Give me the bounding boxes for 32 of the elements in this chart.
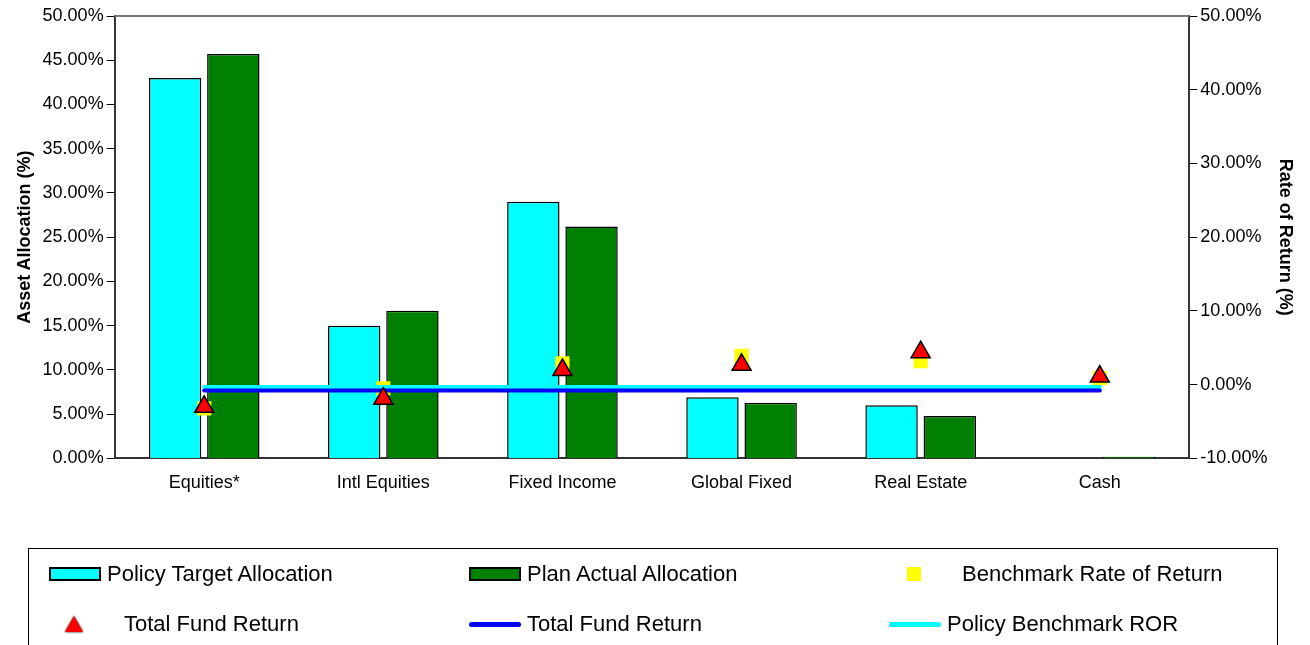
legend-label: Policy Target Allocation <box>107 561 333 587</box>
x-tick-label: Equities* <box>168 472 240 493</box>
y2-axis-title: Rate of Return (%) <box>1276 158 1297 316</box>
x-tick-label: Global Fixed <box>691 472 793 493</box>
y-tick-label: 5.00% <box>52 403 104 424</box>
x-tick-label: Real Estate <box>874 472 968 493</box>
legend-label: Policy Benchmark ROR <box>947 611 1179 637</box>
y2-tick-label: 40.00% <box>1200 78 1262 99</box>
y-tick-label: 15.00% <box>42 314 104 335</box>
x-tick-label: Fixed Income <box>508 472 617 493</box>
legend-label: Plan Actual Allocation <box>527 561 738 587</box>
y-axis-title: Asset Allocation (%) <box>13 150 34 324</box>
y2-tick-label: 0.00% <box>1200 373 1252 394</box>
legend-label: Benchmark Rate of Return <box>962 561 1223 587</box>
y-tick-label: 10.00% <box>42 358 104 379</box>
y2-tick-label: -10.00% <box>1200 447 1268 468</box>
legend-label: Total Fund Return <box>527 611 702 637</box>
y-tick-label: 0.00% <box>52 447 104 468</box>
y-tick-label: 30.00% <box>42 181 104 202</box>
y2-tick-label: 30.00% <box>1200 152 1262 173</box>
y2-tick-label: 10.00% <box>1200 299 1262 320</box>
x-tick-label: Intl Equities <box>336 472 430 493</box>
y-tick-label: 25.00% <box>42 226 104 247</box>
y-tick-label: 20.00% <box>42 270 104 291</box>
legend-label: Total Fund Return <box>124 611 299 637</box>
y2-tick-label: 50.00% <box>1200 4 1262 25</box>
x-tick-label: Cash <box>1078 472 1121 493</box>
y-tick-label: 45.00% <box>42 49 104 70</box>
y-tick-label: 35.00% <box>42 137 104 158</box>
y-tick-label: 50.00% <box>42 4 104 25</box>
y-tick-label: 40.00% <box>42 93 104 114</box>
y2-tick-label: 20.00% <box>1200 226 1262 247</box>
